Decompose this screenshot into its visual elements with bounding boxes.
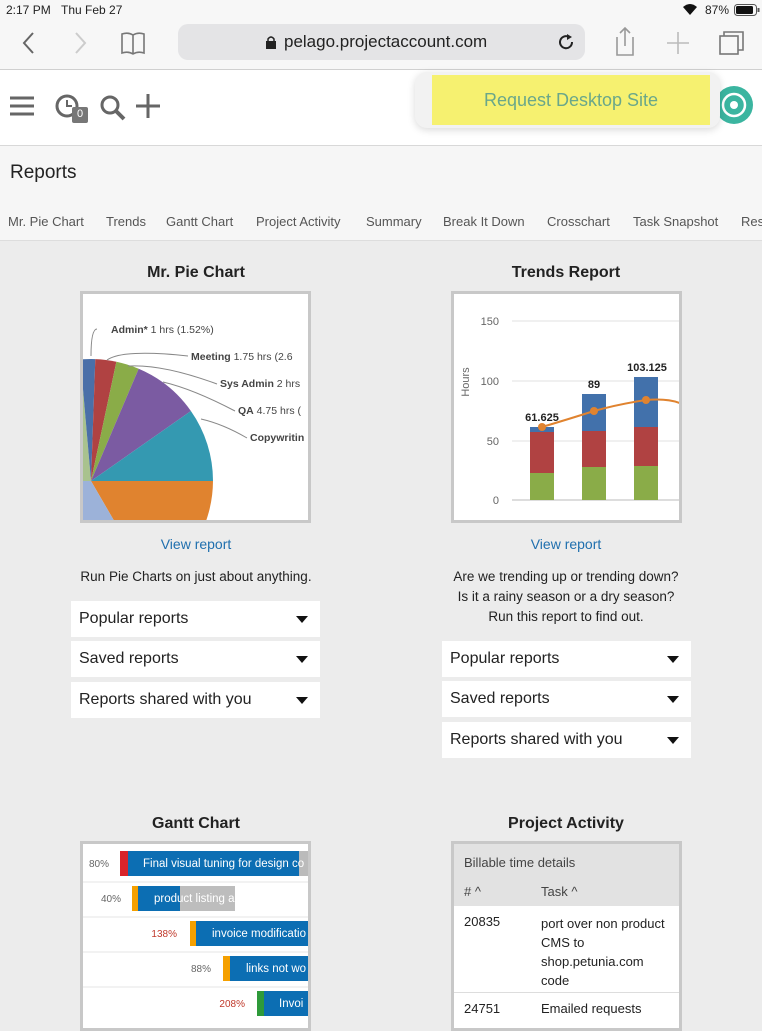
history-badge: 0 [76, 108, 84, 120]
svg-text:Copywritin: Copywritin [250, 432, 304, 444]
dropdown[interactable]: Popular reports [442, 641, 691, 677]
pie-label-name: Meeting [191, 351, 231, 363]
url-text: pelago.projectaccount.com [284, 32, 488, 51]
y-tick-label: 100 [481, 376, 499, 388]
tab[interactable]: Gantt Chart [166, 214, 234, 229]
card-description: Are we trending up or trending down? [453, 569, 679, 584]
battery-percent: 87% [705, 3, 730, 17]
trends-thumbnail-graphic: 150 100 50 0 Hours 61.625 89 103.125 [460, 316, 679, 507]
column-header-text: Task [541, 884, 568, 899]
table-cell: Emailed requests [541, 1001, 642, 1016]
tab[interactable]: Mr. Pie Chart [8, 214, 84, 229]
dropdown[interactable]: Reports shared with you [442, 722, 691, 758]
status-bar: 2:17 PM Thu Feb 27 87% [0, 0, 762, 20]
card-title: Trends Report [511, 264, 621, 281]
gantt-percent: 208% [219, 999, 245, 1010]
svg-text:Admin* 1 hrs (1.52%): Admin* 1 hrs (1.52%) [111, 324, 214, 336]
date: Thu Feb 27 [61, 3, 123, 17]
table-cell: port over non product CMS to shop.petuni… [541, 916, 665, 988]
time: 2:17 PM [6, 3, 51, 17]
tab[interactable]: Summary [366, 214, 422, 229]
gantt-percent: 88% [191, 964, 211, 975]
lock-icon [266, 36, 276, 49]
dropdown[interactable]: Saved reports [71, 641, 320, 677]
column-header: Task ^ [541, 884, 578, 899]
tab[interactable]: Crosschart [547, 214, 610, 229]
toolbar-actions[interactable] [612, 26, 752, 58]
svg-text:Sys Admin 2 hrs: Sys Admin 2 hrs [220, 378, 300, 390]
bar-total: 103.125 [627, 362, 667, 374]
pie-label-detail: 1 hrs (1.52%) [151, 324, 214, 336]
dropdown[interactable]: Popular reports [71, 601, 320, 637]
card-description: Run this report to find out. [488, 609, 644, 624]
card-title: Mr. Pie Chart [147, 264, 245, 281]
app-logo[interactable] [712, 82, 754, 128]
nav-buttons[interactable] [18, 30, 148, 56]
address-bar[interactable]: pelago.projectaccount.com [178, 24, 585, 60]
bar-total: 61.625 [525, 412, 559, 424]
pie-label-name: Admin* [111, 324, 149, 336]
app-icons[interactable] [10, 94, 170, 124]
bar-total: 89 [588, 379, 600, 391]
card-description: Is it a rainy season or a dry season? [457, 589, 675, 604]
column-header: # ^ [464, 884, 481, 899]
trends-thumbnail[interactable]: 150 100 50 0 Hours 61.625 89 103.125 [451, 291, 682, 523]
pie-label-name: QA [238, 405, 254, 417]
gantt-thumbnail[interactable]: 80% 40% 138% 88% 208% Final visual tunin… [80, 841, 311, 1031]
pie-thumbnail[interactable]: Admin* 1 hrs (1.52%) Meeting 1.75 hrs (2… [80, 291, 311, 523]
svg-text:QA 4.75 hrs (: QA 4.75 hrs ( [238, 405, 302, 417]
pie-label-name: Copywritin [250, 432, 304, 444]
row-divider [454, 992, 679, 993]
y-tick-label: 50 [487, 436, 499, 448]
table-caption: Billable time details [464, 855, 576, 870]
tab[interactable]: Trends [106, 214, 146, 229]
gantt-percent: 40% [101, 894, 121, 905]
tab[interactable]: Project Activity [256, 214, 341, 229]
y-tick-label: 0 [493, 495, 499, 507]
page-header: Reports [0, 146, 762, 241]
gantt-task: links not wo [246, 963, 306, 975]
pie-label-detail: 2 hrs [277, 378, 300, 390]
pie-label-name: Sys Admin [220, 378, 274, 390]
table-header [454, 844, 679, 906]
reload-icon[interactable] [558, 33, 576, 51]
gantt-task: product listing a [154, 893, 235, 905]
pie-label-detail: 4.75 hrs ( [257, 405, 302, 417]
tab[interactable]: Res [741, 214, 762, 229]
axis-label: Hours [460, 367, 472, 397]
card-title: Gantt Chart [152, 815, 240, 832]
gantt-percent: 80% [89, 859, 109, 870]
wifi-icon [683, 4, 697, 15]
card-title: Project Activity [508, 815, 624, 832]
svg-text:Meeting 1.75 hrs (2.6: Meeting 1.75 hrs (2.6 [191, 351, 293, 363]
pie-thumbnail-graphic: Admin* 1 hrs (1.52%) Meeting 1.75 hrs (2… [83, 324, 304, 520]
request-desktop-site-button[interactable]: Request Desktop Site [432, 75, 710, 125]
card-description: Run Pie Charts on just about anything. [80, 569, 312, 584]
gantt-task: Invoi [279, 998, 303, 1010]
table-cell: 20835 [464, 914, 501, 929]
view-report-link[interactable]: View report [160, 536, 232, 552]
popup: Request Desktop Site [415, 72, 720, 128]
gantt-task: Final visual tuning for design co [143, 858, 304, 870]
activity-thumbnail[interactable]: Billable time details # ^ Task ^ 20835 p… [451, 841, 682, 1031]
dropdown[interactable]: Saved reports [442, 681, 691, 717]
pie-label-detail: 1.75 hrs (2.6 [234, 351, 293, 363]
page-title: Reports [10, 162, 77, 183]
battery-icon [734, 4, 760, 16]
view-report-link[interactable]: View report [530, 536, 602, 552]
table-cell: 24751 [464, 1001, 501, 1016]
tab[interactable]: Task Snapshot [633, 214, 719, 229]
tab[interactable]: Break It Down [443, 214, 525, 229]
dropdown[interactable]: Reports shared with you [71, 682, 320, 718]
y-tick-label: 150 [481, 316, 499, 328]
column-header-text: # [464, 884, 472, 899]
gantt-percent: 138% [151, 929, 177, 940]
gantt-task: invoice modificatio [212, 928, 306, 940]
gantt-thumbnail-graphic: 80% 40% 138% 88% 208% Final visual tunin… [83, 851, 308, 1016]
